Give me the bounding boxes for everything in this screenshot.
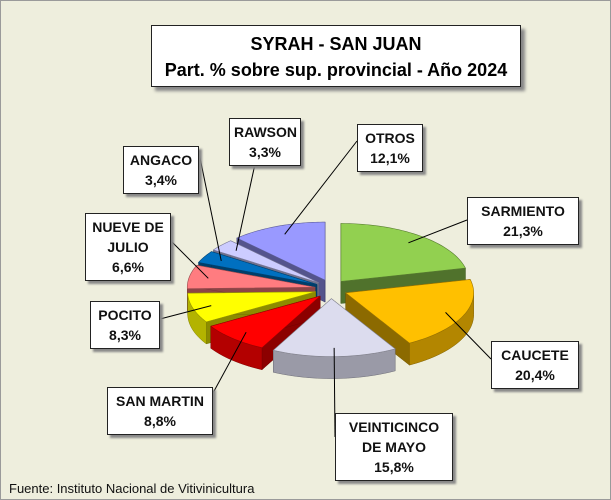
value-label: 21,3% bbox=[503, 223, 543, 239]
label-box: ANGACO 3,4% bbox=[123, 146, 199, 194]
value-label: 8,8% bbox=[144, 413, 176, 429]
slice bbox=[186, 264, 316, 290]
label-box: NUEVE DE JULIO 6,6% bbox=[85, 213, 171, 281]
category-label: CAUCETE bbox=[501, 347, 569, 363]
category-label: NUEVE DE JULIO bbox=[92, 219, 164, 255]
slice bbox=[197, 251, 318, 285]
value-label: 3,3% bbox=[249, 144, 281, 160]
category-label: OTROS bbox=[365, 130, 415, 146]
label-box: CAUCETE 20,4% bbox=[491, 341, 579, 389]
category-label: RAWSON bbox=[234, 124, 297, 140]
label-box: VEINTICINCO DE MAYO 15,8% bbox=[335, 413, 453, 481]
slice bbox=[187, 291, 316, 323]
slice bbox=[212, 240, 319, 284]
leader-line bbox=[235, 163, 256, 251]
category-label: SAN MARTIN bbox=[116, 393, 204, 409]
label-box: OTROS 12,1% bbox=[357, 124, 423, 172]
source: Fuente: Instituto Nacional de Vitivinicu… bbox=[9, 481, 255, 496]
leader-line bbox=[198, 152, 222, 262]
leader-line bbox=[445, 312, 492, 360]
slice bbox=[236, 221, 326, 281]
category-label: POCITO bbox=[98, 307, 152, 323]
value-label: 3,4% bbox=[145, 172, 177, 188]
leader-line bbox=[159, 305, 212, 320]
label-box: SARMIENTO 21,3% bbox=[467, 197, 579, 245]
chart-title: SYRAH - SAN JUAN bbox=[250, 34, 422, 54]
label-box: RAWSON 3,3% bbox=[229, 118, 301, 166]
category-label: ANGACO bbox=[129, 152, 193, 168]
leader-line bbox=[212, 331, 247, 394]
leader-line bbox=[408, 219, 468, 244]
leader-line bbox=[170, 240, 209, 279]
label-box: SAN MARTIN 8,8% bbox=[107, 387, 213, 435]
leader-line bbox=[284, 140, 358, 235]
category-label: VEINTICINCO DE MAYO bbox=[348, 419, 440, 455]
category-label: SARMIENTO bbox=[481, 203, 565, 219]
label-box: POCITO 8,3% bbox=[90, 301, 160, 349]
value-label: 12,1% bbox=[370, 150, 410, 166]
value-label: 6,6% bbox=[112, 259, 144, 275]
chart-subtitle: Part. % sobre sup. provincial - Año 2024 bbox=[164, 60, 508, 80]
value-label: 8,3% bbox=[109, 327, 141, 343]
title-box: SYRAH - SAN JUAN Part. % sobre sup. prov… bbox=[151, 25, 521, 87]
value-label: 15,8% bbox=[374, 459, 414, 475]
leader-line bbox=[333, 347, 336, 438]
value-label: 20,4% bbox=[515, 367, 555, 383]
slice bbox=[210, 295, 321, 349]
slice bbox=[340, 223, 466, 282]
slice bbox=[344, 279, 474, 344]
